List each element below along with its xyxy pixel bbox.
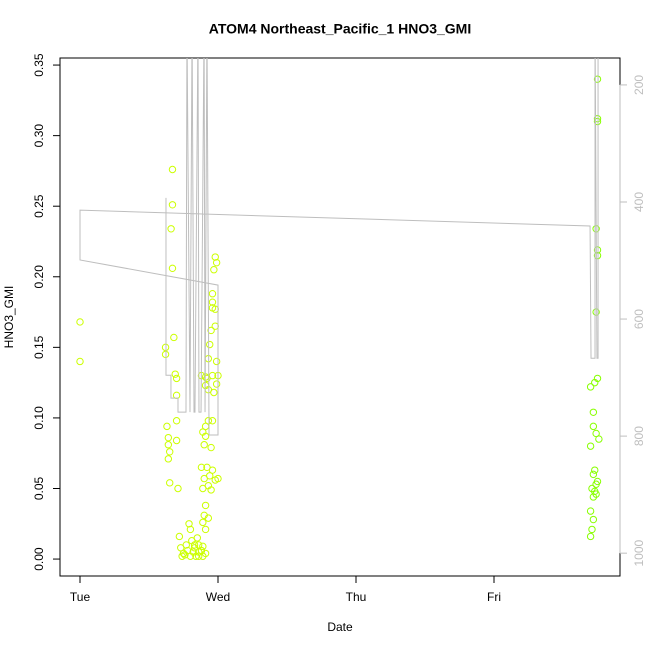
point (212, 357, 221, 366)
point (76, 318, 84, 326)
point (174, 484, 182, 493)
point (204, 514, 213, 522)
point (210, 388, 218, 397)
point (586, 442, 595, 450)
y2-tick-label: 800 (632, 426, 646, 446)
point (170, 333, 178, 342)
point (212, 258, 221, 267)
y-tick-label: 0.00 (32, 547, 46, 571)
point (164, 455, 173, 463)
point (586, 383, 595, 391)
y-axis-label: HNO3_GMI (2, 286, 16, 349)
point (200, 441, 208, 449)
point (190, 541, 199, 549)
point (589, 470, 598, 479)
point (172, 417, 181, 425)
chart-title: ATOM4 Northeast_Pacific_1 HNO3_GMI (209, 21, 471, 37)
point (199, 484, 207, 493)
y2-tick-label: 400 (632, 192, 646, 212)
point (214, 474, 222, 483)
x-axis-label: Date (327, 620, 353, 634)
point (168, 201, 177, 209)
point (186, 525, 195, 534)
point (199, 542, 207, 551)
y2-tick-label: 600 (632, 309, 646, 329)
point (207, 443, 215, 452)
y-tick-label: 0.15 (32, 335, 46, 359)
point (168, 264, 177, 273)
point (182, 541, 190, 549)
x-tick-label: Wed (206, 590, 230, 604)
point (586, 532, 595, 541)
point (201, 432, 210, 440)
y-tick-label: 0.25 (32, 194, 46, 218)
point (208, 290, 217, 298)
point (589, 422, 598, 431)
y-tick-label: 0.30 (32, 124, 46, 148)
y2-tick-label: 1000 (632, 540, 646, 567)
point (208, 298, 217, 306)
point (589, 515, 598, 524)
point (593, 75, 602, 83)
x-tick-label: Thu (346, 590, 367, 604)
point (199, 518, 207, 527)
pressure-line (79, 58, 599, 436)
point (206, 340, 214, 349)
point (211, 253, 219, 261)
point (175, 532, 184, 541)
point (201, 501, 210, 510)
point (201, 549, 210, 558)
point (163, 422, 171, 431)
point (201, 525, 210, 534)
point (185, 520, 193, 528)
y-tick-label: 0.35 (32, 53, 46, 77)
point (207, 486, 215, 494)
x-tick-label: Tue (70, 590, 91, 604)
point (593, 246, 602, 254)
point (593, 117, 602, 126)
point (592, 490, 600, 498)
point (210, 266, 218, 274)
point (593, 251, 602, 260)
point (166, 448, 174, 456)
point (586, 507, 595, 515)
point (592, 480, 600, 488)
point (203, 374, 211, 383)
point (200, 474, 208, 483)
plot-area (76, 58, 603, 560)
point (171, 370, 179, 378)
y-tick-label: 0.05 (32, 476, 46, 500)
point (193, 534, 202, 542)
y-tick-label: 0.20 (32, 265, 46, 289)
point (189, 548, 197, 556)
point (168, 165, 177, 174)
point (172, 436, 181, 445)
point (197, 463, 206, 472)
point (166, 479, 174, 487)
y2-tick-label: 200 (632, 75, 646, 95)
point (588, 525, 596, 534)
point (591, 378, 599, 387)
point (164, 433, 173, 442)
point (167, 225, 175, 233)
point (592, 429, 600, 438)
point (593, 114, 602, 123)
y-tick-label: 0.10 (32, 406, 46, 430)
plot-frame (59, 57, 621, 577)
point (212, 380, 221, 388)
point (76, 357, 84, 366)
point (207, 326, 215, 335)
point (591, 466, 599, 474)
point (589, 408, 598, 416)
point (164, 441, 173, 449)
point (592, 308, 600, 316)
x-tick-label: Fri (487, 590, 501, 604)
point (179, 549, 188, 558)
point (172, 374, 181, 383)
